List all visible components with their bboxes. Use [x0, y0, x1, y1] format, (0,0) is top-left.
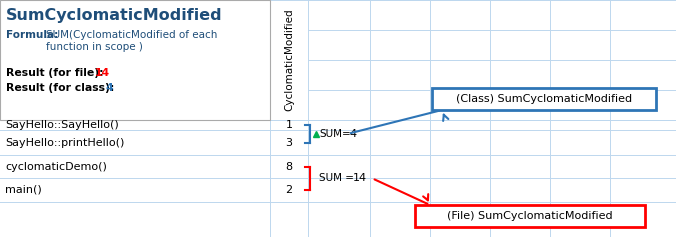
Text: SUM =: SUM =	[319, 173, 354, 183]
Text: 4: 4	[349, 129, 356, 139]
FancyBboxPatch shape	[415, 205, 645, 227]
Text: SUM(CyclomaticModified of each
function in scope ): SUM(CyclomaticModified of each function …	[46, 30, 218, 52]
Text: 2: 2	[285, 185, 293, 195]
FancyBboxPatch shape	[0, 0, 270, 120]
Text: 1: 1	[285, 120, 293, 130]
Text: Result (for class):: Result (for class):	[6, 83, 114, 93]
Text: 8: 8	[285, 161, 293, 172]
Text: SumCyclomaticModified: SumCyclomaticModified	[6, 8, 222, 23]
Text: (File) SumCyclomaticModified: (File) SumCyclomaticModified	[448, 211, 613, 221]
Text: Result (for file):: Result (for file):	[6, 68, 103, 78]
Text: SUM=: SUM=	[319, 129, 351, 139]
Text: cyclomaticDemo(): cyclomaticDemo()	[5, 161, 107, 172]
Text: SayHello::SayHello(): SayHello::SayHello()	[5, 120, 119, 130]
FancyBboxPatch shape	[432, 88, 656, 110]
Text: main(): main()	[5, 185, 42, 195]
Text: 14: 14	[353, 173, 367, 183]
Text: CyclomaticModified: CyclomaticModified	[284, 9, 294, 111]
Text: 14: 14	[95, 68, 110, 78]
Text: 4: 4	[105, 83, 113, 93]
Text: 3: 3	[285, 137, 293, 147]
Text: SayHello::printHello(): SayHello::printHello()	[5, 137, 124, 147]
Text: Formula:: Formula:	[6, 30, 62, 40]
Text: (Class) SumCyclomaticModified: (Class) SumCyclomaticModified	[456, 94, 632, 104]
